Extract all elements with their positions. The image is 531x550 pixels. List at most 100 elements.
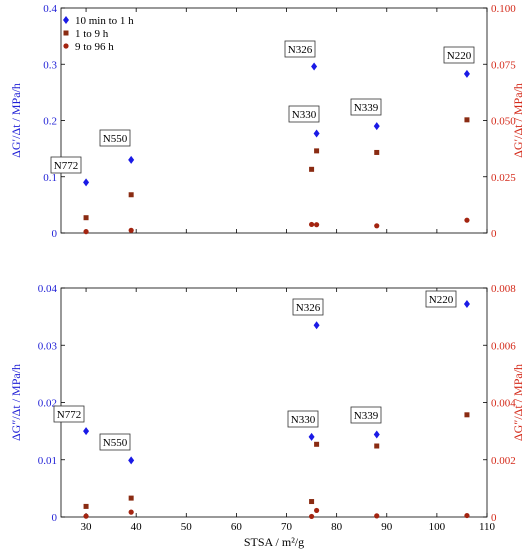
annotation-label: N550 [103, 437, 128, 449]
data-point-circle [308, 221, 315, 228]
data-point-circle [464, 512, 470, 519]
annotation-label: N772 [57, 409, 81, 421]
data-point-diamond [308, 432, 315, 441]
y-left-axis-title: ΔG′/Δt / MPa/h [9, 83, 23, 158]
y-left-tick-label: 0.01 [38, 455, 57, 467]
legend-marker-square [63, 30, 69, 36]
x-tick-label: 50 [181, 521, 193, 533]
y-left-tick-label: 0.4 [43, 3, 57, 15]
legend-label: 10 min to 1 h [75, 15, 134, 27]
y-left-tick-label: 0 [52, 228, 58, 240]
chart-panel-1: 0 0.1 0.2 0.3 0.4 0 0.025 0.050 0.075 0.100 ΔG′/Δt… [9, 3, 525, 240]
data-point-square [464, 117, 470, 123]
annotation-box [350, 98, 382, 116]
annotation-label: N550 [103, 133, 128, 145]
data-point-diamond [313, 321, 320, 330]
y-left-tick-label: 0.02 [38, 398, 57, 410]
data-point-diamond [373, 430, 380, 439]
y-left-tick-label: 0.03 [38, 340, 58, 352]
data-point-diamond [128, 456, 135, 465]
y-right-tick-label: 0.050 [491, 116, 516, 128]
data-point-square [83, 215, 89, 221]
data-point-circle [308, 513, 315, 520]
data-point-diamond [83, 178, 90, 187]
y-right-tick-label: 0.025 [491, 172, 516, 184]
annotation-label: N330 [291, 414, 316, 426]
y-right-axis-title: ΔG′/Δt / MPa/h [511, 83, 525, 158]
data-point-diamond [311, 62, 318, 71]
data-point-diamond [313, 129, 320, 138]
data-point-square [374, 443, 380, 449]
x-tick-label: 110 [479, 521, 496, 533]
annotation-label: N220 [447, 50, 472, 62]
x-tick-label: 70 [281, 521, 293, 533]
annotation-box [443, 46, 475, 64]
annotation-box [425, 290, 457, 308]
data-point-circle [374, 513, 380, 519]
x-axis-title: STSA / m²/g [244, 535, 304, 549]
data-point-circle [374, 223, 380, 229]
annotation-label: N326 [288, 44, 313, 56]
annotation-label: N220 [429, 294, 454, 306]
y-right-tick-label: 0 [491, 512, 497, 524]
data-point-circle [83, 513, 89, 519]
data-point-square [464, 412, 470, 418]
annotation-box [99, 129, 131, 147]
data-point-circle [128, 509, 134, 515]
data-point-square [83, 503, 89, 509]
data-point-diamond [373, 122, 380, 131]
data-point-square [314, 148, 320, 154]
annotation-box [284, 40, 316, 58]
data-point-diamond [463, 300, 470, 309]
y-left-tick-label: 0.3 [43, 59, 57, 71]
annotation-box [287, 410, 319, 428]
data-point-diamond [463, 69, 470, 78]
data-point-square [309, 166, 315, 172]
plot-frame [60, 7, 488, 234]
y-left-tick-label: 0 [52, 512, 58, 524]
annotation-box [53, 405, 85, 423]
data-point-square [128, 495, 134, 501]
plot-frame [60, 287, 488, 518]
x-tick-label: 100 [429, 521, 446, 533]
x-tick-label: 30 [81, 521, 93, 533]
x-tick-label: 60 [231, 521, 243, 533]
y-right-tick-label: 0.008 [491, 283, 516, 295]
data-point-circle [83, 229, 89, 235]
legend-label: 1 to 9 h [75, 28, 109, 40]
annotation-box [288, 105, 320, 123]
data-point-square [314, 441, 320, 447]
y-left-tick-label: 0.04 [38, 283, 58, 295]
data-point-square [128, 192, 134, 198]
y-left-axis-title: ΔG″/Δt / MPa/h [9, 364, 23, 441]
data-point-diamond [128, 155, 135, 164]
legend-label: 9 to 96 h [75, 41, 114, 53]
y-right-axis-title: ΔG″/Δt / MPa/h [511, 364, 525, 441]
data-point-square [374, 149, 380, 155]
data-point-square [309, 499, 315, 505]
y-right-tick-label: 0.100 [491, 3, 516, 15]
annotation-box [99, 433, 131, 451]
annotation-label: N326 [296, 302, 321, 314]
data-point-circle [314, 507, 320, 514]
y-right-tick-label: 0 [491, 228, 497, 240]
x-tick-label: 40 [131, 521, 143, 533]
annotation-label: N330 [292, 109, 317, 121]
annotation-box [50, 156, 82, 174]
x-tick-label: 90 [381, 521, 393, 533]
y-left-tick-label: 0.2 [43, 116, 57, 128]
data-point-circle [314, 222, 320, 228]
data-point-circle [128, 227, 134, 233]
annotation-box [350, 406, 382, 424]
annotation-label: N772 [54, 160, 78, 172]
chart-panel-2: 30 40 50 60 70 80 90 100 11000.010.020.030.0400.… [9, 283, 525, 549]
y-right-tick-label: 0.075 [491, 59, 516, 71]
y-left-tick-label: 0.1 [43, 172, 57, 184]
data-point-circle [464, 217, 470, 223]
data-point-diamond [83, 427, 90, 436]
legend-marker-diamond [63, 16, 69, 24]
x-tick-label: 80 [331, 521, 343, 533]
y-right-tick-label: 0.002 [491, 455, 516, 467]
annotation-label: N339 [354, 410, 379, 422]
